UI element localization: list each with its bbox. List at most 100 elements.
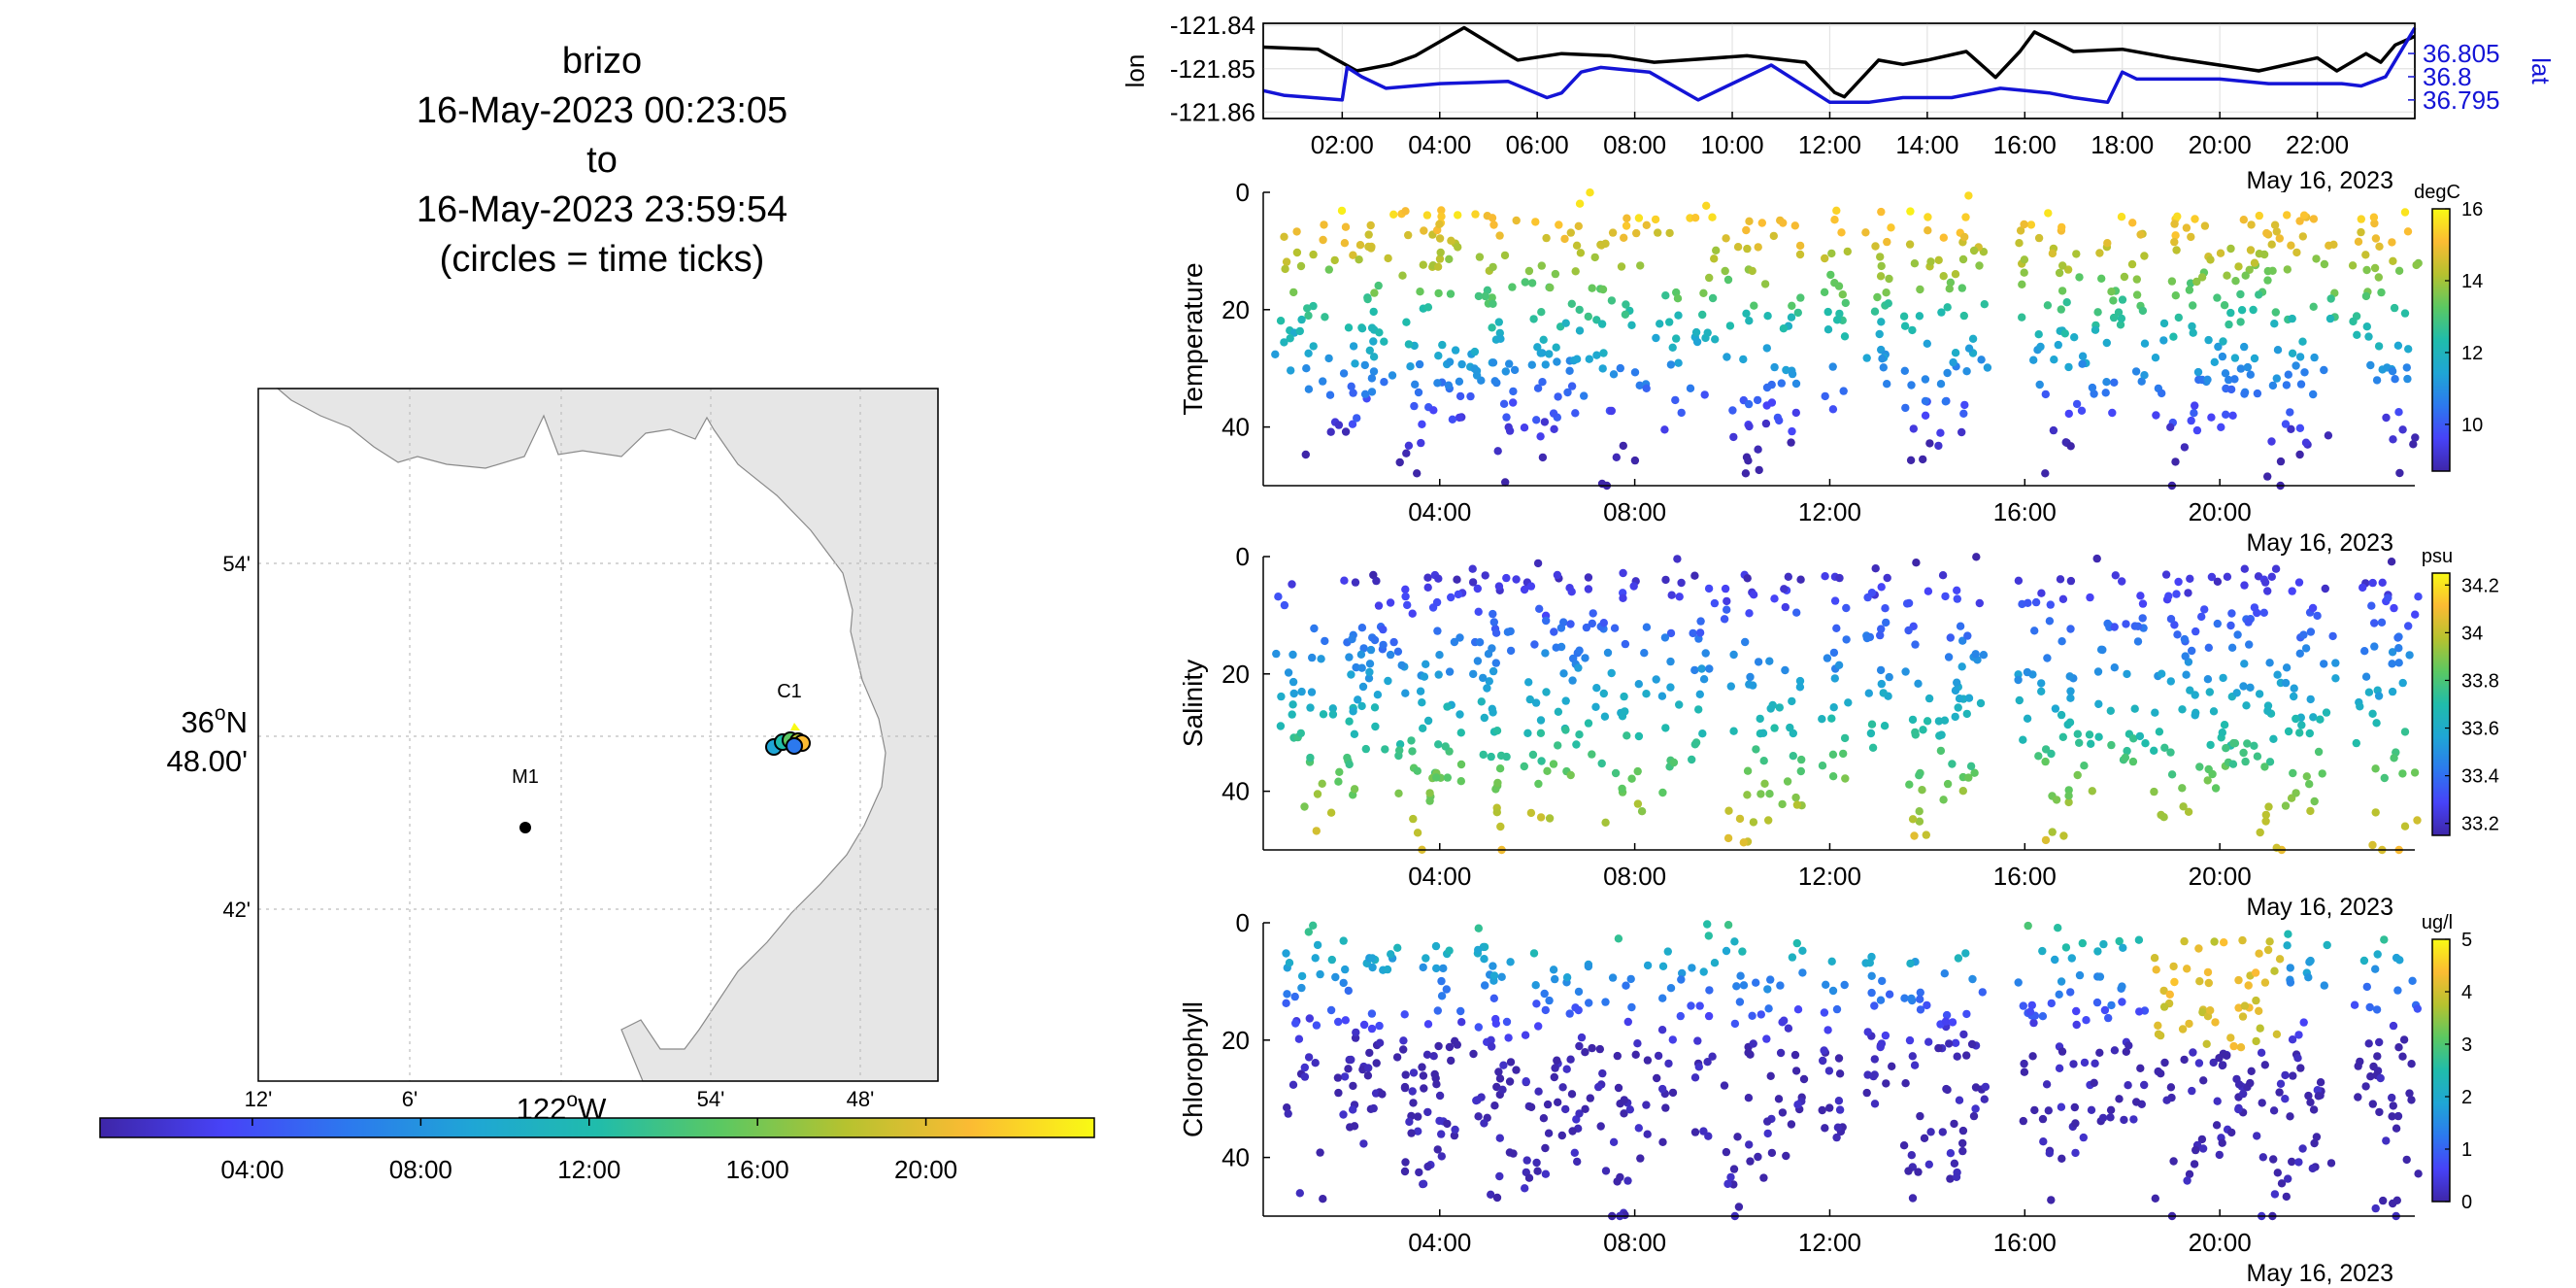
scatter-point xyxy=(1792,800,1802,809)
scatter-point xyxy=(1759,1173,1768,1182)
scatter-point xyxy=(1300,1072,1310,1081)
scatter-point xyxy=(2240,390,2249,398)
scatter-point xyxy=(1433,262,1443,271)
scatter-point xyxy=(2118,295,2127,304)
scatter-point xyxy=(1901,1079,1910,1088)
scatter-point xyxy=(2314,747,2324,757)
scatter-point xyxy=(2117,213,2126,221)
scatter-point xyxy=(2226,1034,2235,1042)
scatter-point xyxy=(1319,710,1328,719)
scatter-point xyxy=(1778,1108,1788,1117)
colorbar-tick-label: 14 xyxy=(2461,271,2483,292)
scatter-point xyxy=(2064,362,2073,372)
scatter-point xyxy=(2253,389,2262,398)
scatter-point xyxy=(2242,701,2251,710)
scatter-point xyxy=(1343,753,1352,763)
lat-y-tick-label: 36.795 xyxy=(2423,85,2500,115)
scatter-point xyxy=(1400,1167,1410,1176)
scatter-point xyxy=(1415,1168,1423,1177)
scatter-point xyxy=(2221,369,2230,378)
scatter-point xyxy=(1780,585,1789,593)
scatter-point xyxy=(1960,232,1969,242)
scatter-point xyxy=(1574,221,1584,230)
scatter-point xyxy=(2234,1003,2243,1012)
scatter-point xyxy=(2188,1086,2196,1096)
scatter-point xyxy=(1637,807,1647,816)
scatter-point xyxy=(2034,330,2043,339)
scatter-point xyxy=(2200,221,2210,230)
scatter-point xyxy=(1668,1035,1678,1044)
scatter-point xyxy=(1633,1039,1642,1048)
scatter-point xyxy=(1288,580,1296,589)
scatter-point xyxy=(2152,411,2160,420)
scatter-point xyxy=(1280,600,1289,610)
scatter-point xyxy=(1763,1117,1772,1126)
scatter-point xyxy=(1339,936,1348,945)
scatter-point xyxy=(1414,1112,1422,1121)
scatter-point xyxy=(1908,715,1918,725)
scatter-point xyxy=(1401,592,1410,601)
scatter-point xyxy=(2098,645,2107,655)
scatter-point xyxy=(1830,674,1840,683)
scatter-point xyxy=(2080,762,2089,770)
scatter-point xyxy=(1349,389,1357,397)
time-colorbar-tick-label: 08:00 xyxy=(389,1155,452,1184)
scatter-point xyxy=(1905,1035,1915,1045)
scatter-point xyxy=(1365,667,1374,677)
scatter-point xyxy=(2171,458,2180,466)
scatter-point xyxy=(1295,326,1305,336)
scatter-point xyxy=(1317,655,1325,663)
scatter-point xyxy=(1668,343,1677,352)
scatter-point xyxy=(1613,1051,1623,1061)
scatter-point xyxy=(2054,340,2062,350)
scatter-point xyxy=(2057,637,2066,646)
colorbar-tick-label: 34 xyxy=(2461,623,2483,644)
scatter-point xyxy=(2190,409,2198,418)
scatter-point xyxy=(1365,346,1375,355)
scatter-point xyxy=(1795,241,1805,251)
scatter-point xyxy=(1955,695,1964,703)
scatter-point xyxy=(1876,665,1886,675)
scatter-point xyxy=(1455,633,1464,642)
scatter-point xyxy=(1748,266,1756,276)
scatter-point xyxy=(1474,607,1483,616)
scatter-point xyxy=(1922,830,1931,839)
scatter-point xyxy=(1285,959,1294,967)
scatter-point xyxy=(1664,1059,1673,1068)
scatter-point xyxy=(2322,708,2331,717)
scatter-point xyxy=(1654,228,1662,237)
scatter-point xyxy=(1870,1100,1880,1108)
scatter-point xyxy=(1764,816,1773,825)
scatter-point xyxy=(2209,1058,2218,1068)
scatter-point xyxy=(2207,572,2217,582)
scatter-point xyxy=(2271,308,2280,317)
scatter-point xyxy=(1963,631,1972,640)
scatter-point xyxy=(2352,738,2360,748)
scatter-point xyxy=(1601,1167,1611,1175)
scatter-point xyxy=(2094,732,2103,741)
lat-tick-label: 54' xyxy=(222,552,251,576)
scatter-point xyxy=(1535,604,1544,613)
scatter-point xyxy=(2111,571,2120,580)
scatter-point xyxy=(2180,634,2190,644)
scatter-point xyxy=(2118,577,2126,586)
colorbar-unit: psu xyxy=(2422,546,2453,567)
scatter-point xyxy=(1911,640,1920,649)
scatter-point xyxy=(2193,367,2203,377)
scatter-point xyxy=(2213,577,2223,586)
scatter-point xyxy=(2170,237,2179,247)
scatter-point xyxy=(1374,601,1384,610)
scatter-point xyxy=(1621,639,1630,649)
scatter-point xyxy=(1326,1005,1336,1015)
scatter-point xyxy=(1739,981,1749,990)
scatter-point xyxy=(2188,322,2196,331)
scatter-point xyxy=(1495,1134,1505,1142)
scatter-point xyxy=(2047,1196,2056,1204)
scatter-point xyxy=(1776,981,1785,990)
scatter-point xyxy=(1481,981,1489,990)
scatter-point xyxy=(1437,212,1446,220)
scatter-point xyxy=(1969,1111,1979,1121)
scatter-point xyxy=(2140,252,2149,260)
